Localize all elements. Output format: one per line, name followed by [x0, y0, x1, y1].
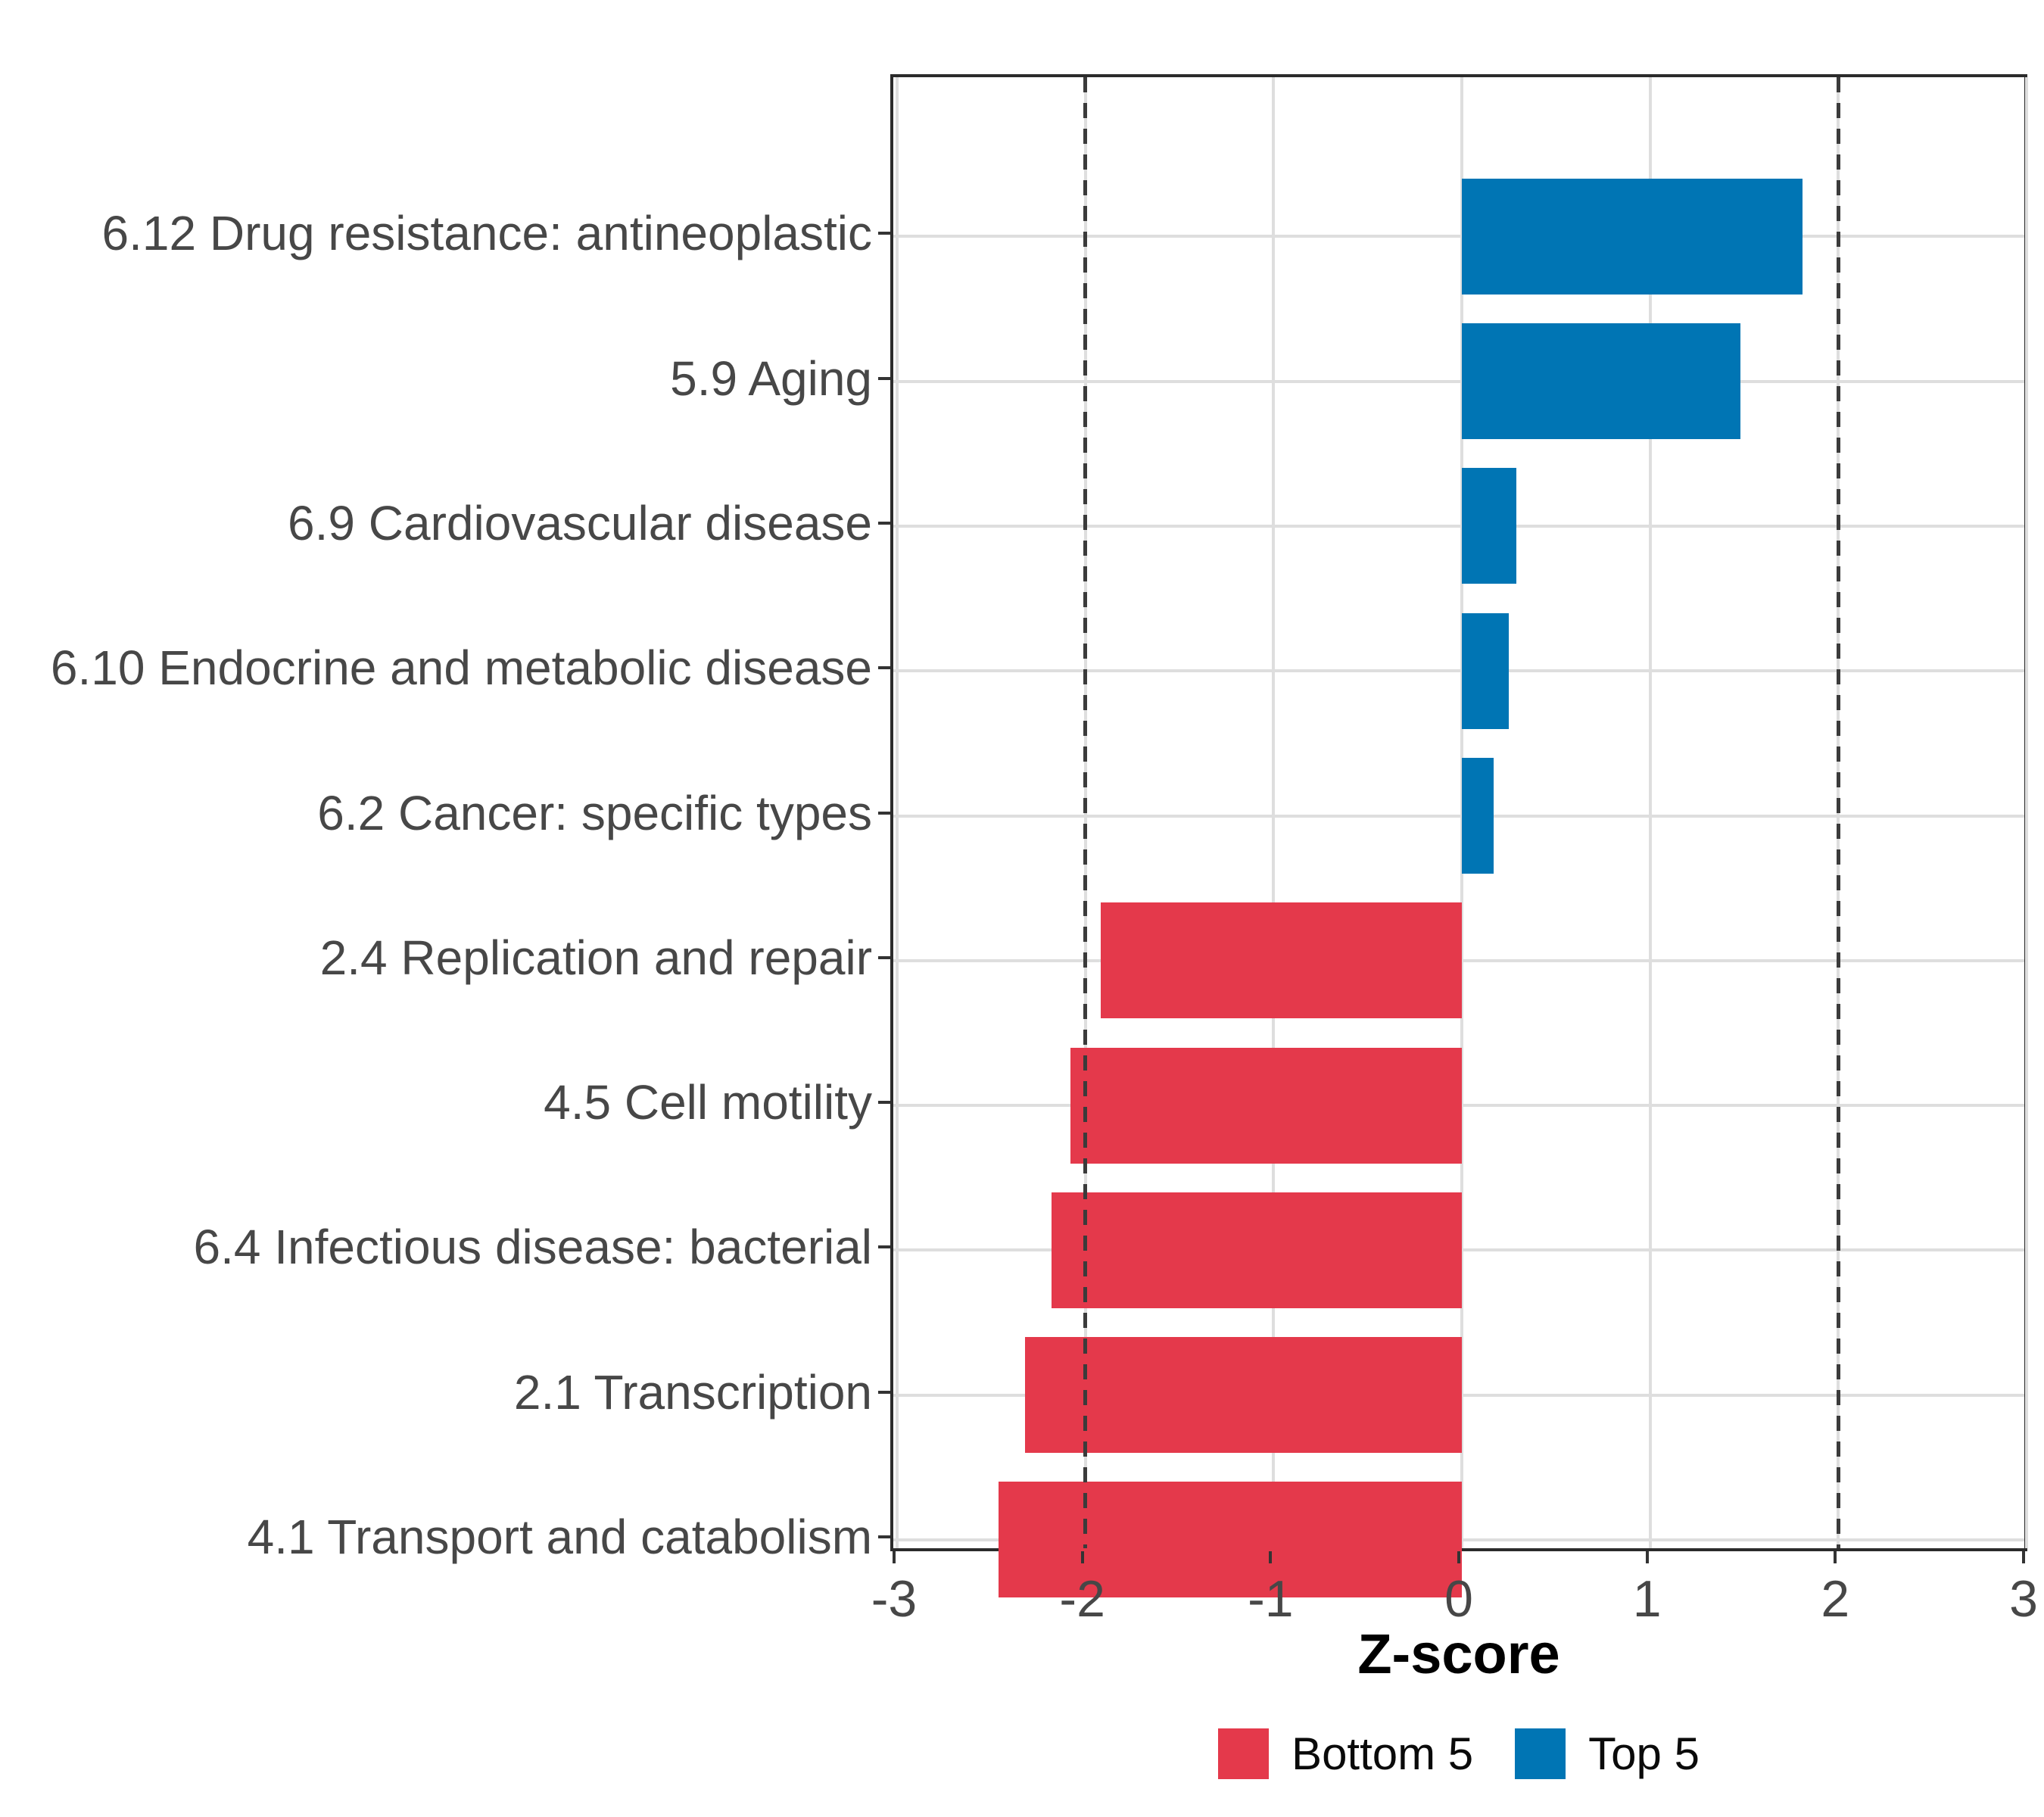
x-tick-label-2: 2 — [1821, 1570, 1850, 1628]
x-axis-title: Z-score — [1357, 1622, 1560, 1685]
x-tick-0 — [1457, 1551, 1460, 1563]
y-tick-4-5-cell-motility — [878, 1101, 890, 1105]
x-tick--2 — [1080, 1551, 1084, 1563]
bar-4-1-transport-and-catabolism — [999, 1482, 1462, 1598]
h-gridline-6-12-drug-resistance-antineoplastic — [893, 235, 2024, 238]
reference-line-neg2 — [1083, 77, 1088, 1548]
v-gridline--1 — [1272, 77, 1276, 1548]
y-axis-label-2-1-transcription: 2.1 Transcription — [513, 1364, 872, 1420]
reference-line-pos2 — [1836, 77, 1840, 1548]
bar-2-4-replication-and-repair — [1100, 902, 1462, 1019]
h-gridline-6-2-cancer-specific-types — [893, 814, 2024, 818]
legend-swatch-bottom-5 — [1218, 1728, 1270, 1779]
x-tick--3 — [893, 1551, 896, 1563]
legend-label-top-5: Top 5 — [1588, 1728, 1700, 1779]
legend-label-bottom-5: Bottom 5 — [1292, 1728, 1474, 1779]
bar-2-1-transcription — [1025, 1337, 1462, 1454]
y-axis-label-6-4-infectious-disease-bacterial: 6.4 Infectious disease: bacterial — [193, 1220, 872, 1275]
legend-entry-bottom-5: Bottom 5 — [1218, 1728, 1473, 1780]
legend-entry-top-5: Top 5 — [1515, 1728, 1700, 1780]
plot-panel — [890, 74, 2028, 1598]
x-tick-label--3: -3 — [871, 1570, 918, 1628]
v-gridline--3 — [896, 77, 899, 1548]
bar-6-10-endocrine-and-metabolic-disease — [1462, 612, 1510, 729]
y-axis-label-6-10-endocrine-and-metabolic-disease: 6.10 Endocrine and metabolic disease — [50, 640, 872, 696]
bar-6-9-cardiovascular-disease — [1462, 468, 1517, 584]
y-axis-label-4-1-transport-and-catabolism: 4.1 Transport and catabolism — [247, 1509, 872, 1564]
x-tick-3 — [2022, 1551, 2025, 1563]
x-tick-label-1: 1 — [1632, 1570, 1662, 1628]
y-tick-6-4-infectious-disease-bacterial — [878, 1245, 890, 1249]
bar-6-2-cancer-specific-types — [1462, 758, 1494, 874]
y-tick-5-9-aging — [878, 376, 890, 380]
x-tick-label--1: -1 — [1248, 1570, 1294, 1628]
y-tick-6-2-cancer-specific-types — [878, 811, 890, 815]
x-tick-1 — [1645, 1551, 1649, 1563]
y-axis-label-6-2-cancer-specific-types: 6.2 Cancer: specific types — [317, 785, 872, 840]
bar-6-12-drug-resistance-antineoplastic — [1462, 178, 1803, 295]
legend-swatch-top-5 — [1515, 1728, 1566, 1779]
bar-5-9-aging — [1462, 323, 1741, 440]
h-gridline-6-9-cardiovascular-disease — [893, 524, 2024, 528]
y-axis-label-6-12-drug-resistance-antineoplastic: 6.12 Drug resistance: antineoplastic — [101, 206, 872, 261]
y-tick-6-10-endocrine-and-metabolic-disease — [878, 666, 890, 670]
x-tick-label-0: 0 — [1444, 1570, 1473, 1628]
x-tick--1 — [1269, 1551, 1273, 1563]
y-tick-2-4-replication-and-repair — [878, 955, 890, 959]
x-tick-label--2: -2 — [1059, 1570, 1105, 1628]
y-tick-6-12-drug-resistance-antineoplastic — [878, 232, 890, 235]
y-axis-label-5-9-aging: 5.9 Aging — [670, 351, 872, 406]
x-tick-2 — [1834, 1551, 1837, 1563]
y-axis-label-2-4-replication-and-repair: 2.4 Replication and repair — [319, 930, 872, 985]
h-gridline-6-10-endocrine-and-metabolic-disease — [893, 669, 2024, 673]
y-tick-2-1-transcription — [878, 1390, 890, 1394]
bar-4-5-cell-motility — [1070, 1047, 1462, 1164]
v-gridline-3 — [2025, 77, 2028, 1548]
legend: Bottom 5 Top 5 — [890, 1728, 2027, 1780]
y-tick-4-1-transport-and-catabolism — [878, 1535, 890, 1538]
x-tick-label-3: 3 — [2009, 1570, 2038, 1628]
h-gridline-5-9-aging — [893, 379, 2024, 383]
v-gridline-1 — [1648, 77, 1652, 1548]
y-axis-label-4-5-cell-motility: 4.5 Cell motility — [544, 1075, 872, 1130]
y-axis-label-6-9-cardiovascular-disease: 6.9 Cardiovascular disease — [288, 495, 872, 550]
bar-6-4-infectious-disease-bacterial — [1051, 1192, 1462, 1308]
y-tick-6-9-cardiovascular-disease — [878, 521, 890, 525]
